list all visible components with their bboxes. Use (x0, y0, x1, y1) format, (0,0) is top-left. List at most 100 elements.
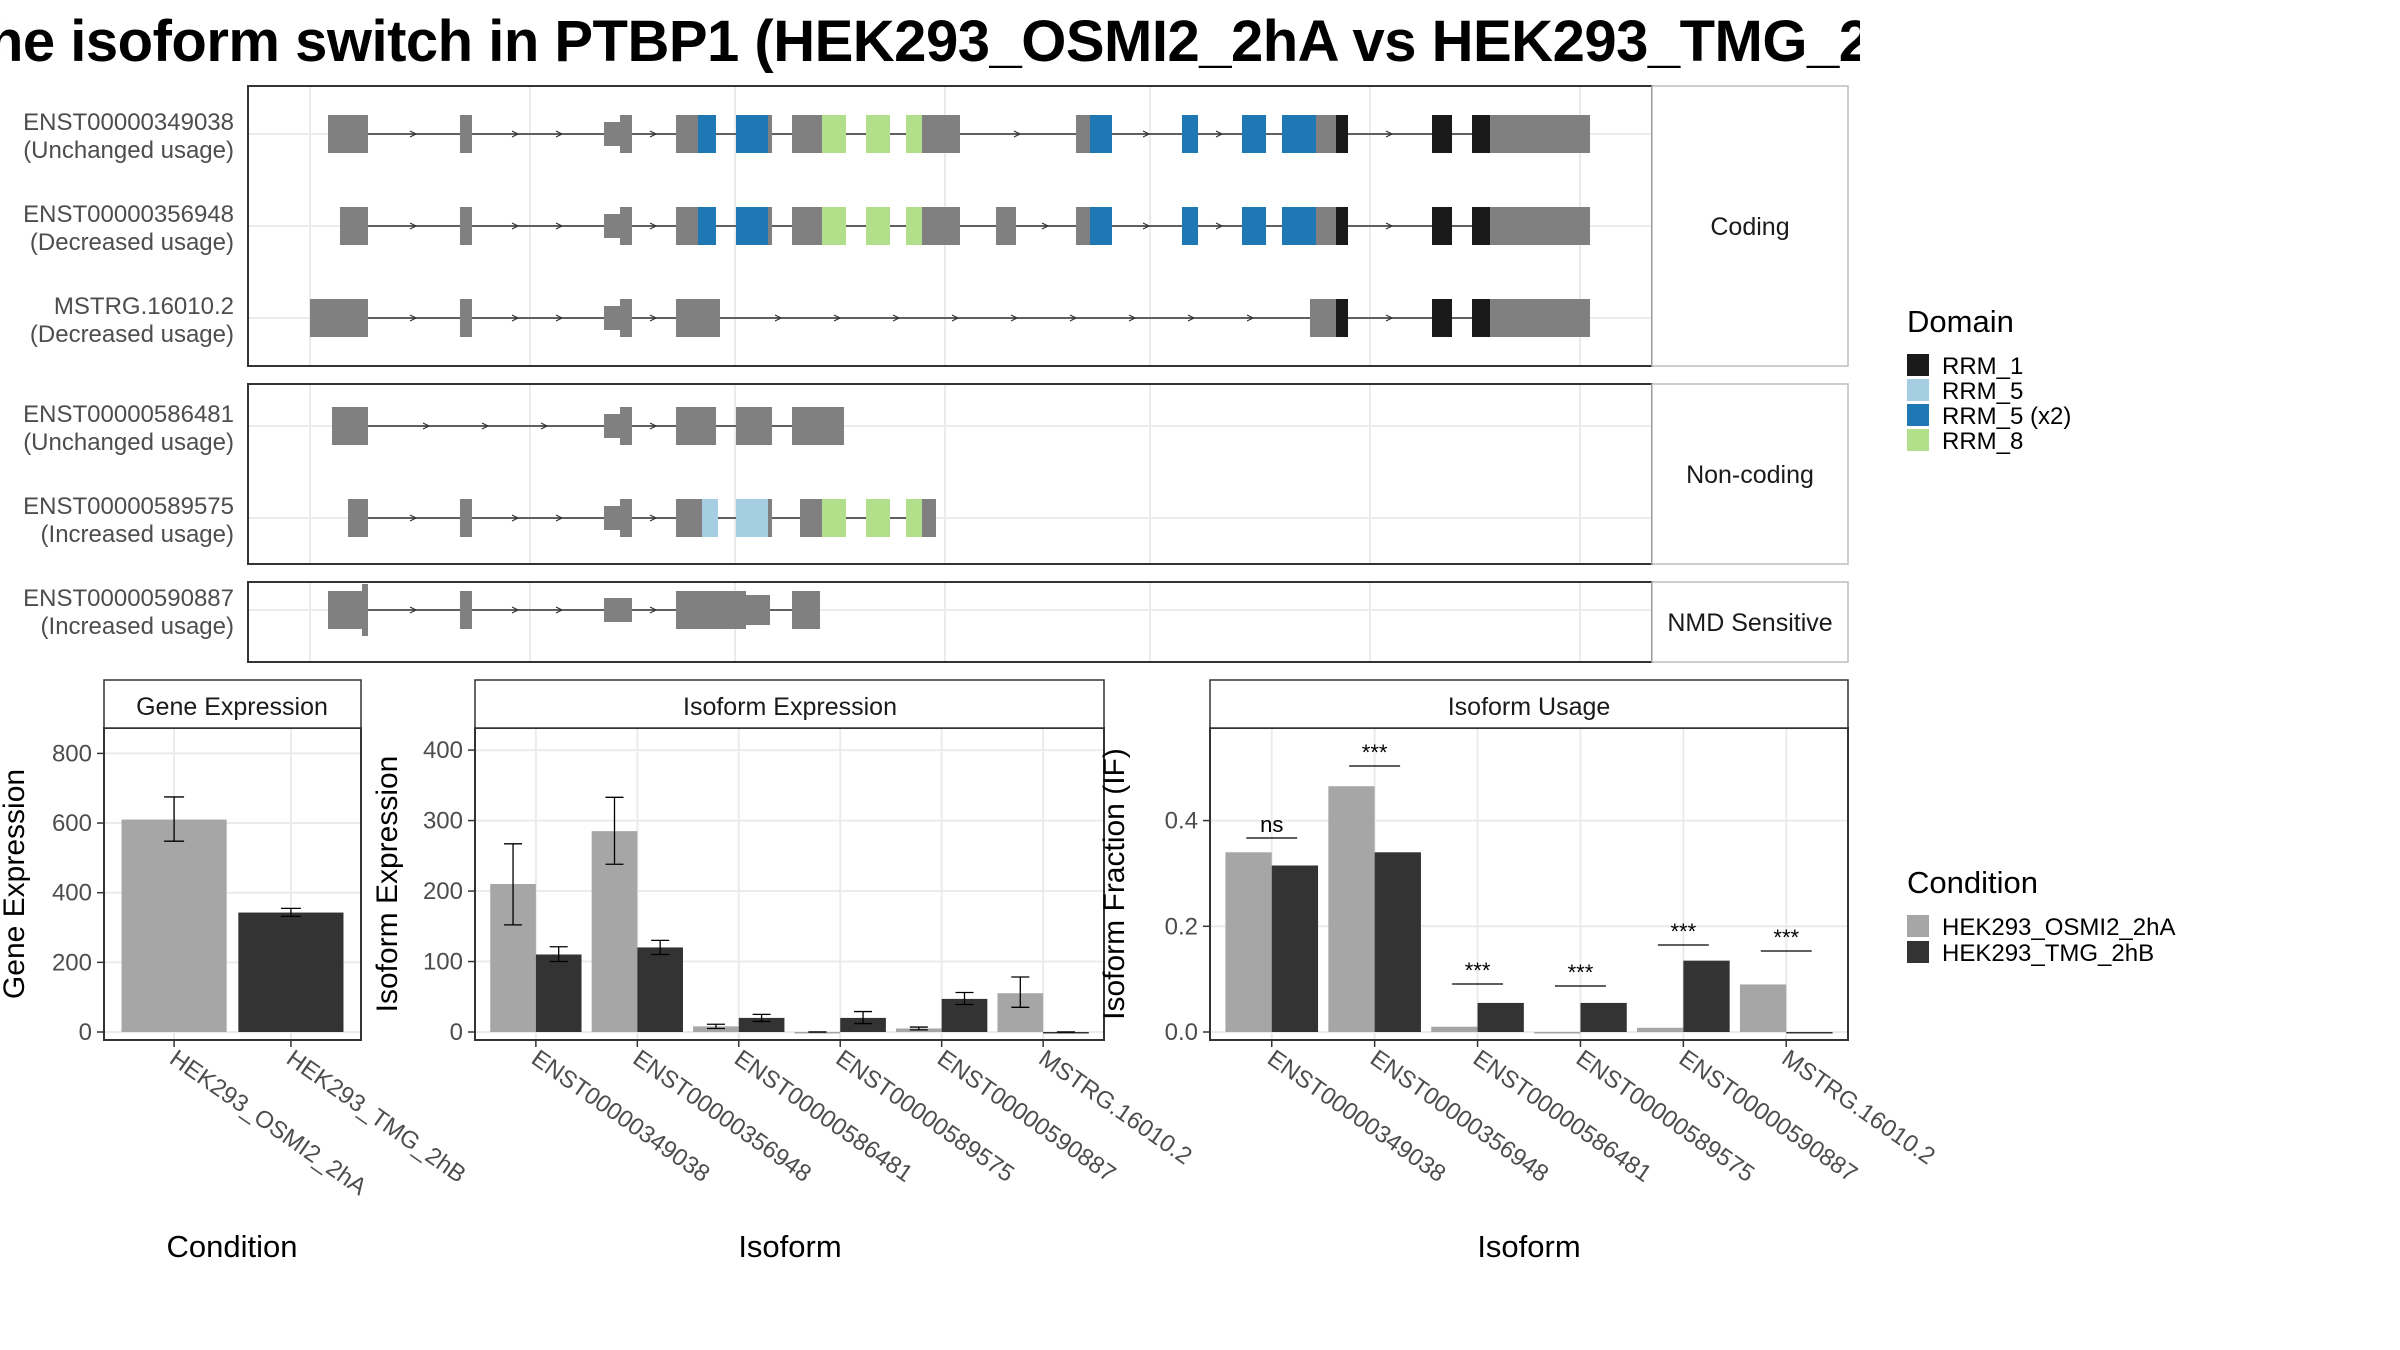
group-label: Coding (1710, 213, 1789, 241)
exon-block (1490, 115, 1502, 153)
exon-block (792, 115, 822, 153)
domain-legend-swatch (1907, 379, 1929, 401)
intron-direction-arrow (649, 514, 658, 522)
intron-direction-arrow (511, 514, 520, 522)
exon-block (620, 299, 632, 337)
exon-block (1336, 115, 1348, 153)
domain-legend-label: RRM_1 (1942, 353, 2023, 380)
group-strip (1651, 581, 1849, 663)
y-tick-label: 600 (52, 810, 92, 837)
intron-direction-arrow (892, 314, 901, 322)
exon-block (1336, 207, 1348, 245)
exon-block (1242, 115, 1266, 153)
intron-direction-arrow (409, 514, 418, 522)
intron-direction-arrow (649, 422, 658, 430)
intron-direction-arrow (649, 222, 658, 230)
intron-direction-arrow (409, 222, 418, 230)
exon-block (922, 499, 936, 537)
bar (794, 1032, 841, 1034)
intron-direction-arrow (555, 130, 564, 138)
y-tick-label: 0 (79, 1019, 92, 1046)
x-tick-label: ENST00000356948 (628, 1045, 816, 1188)
condition-legend-label: HEK293_OSMI2_2hA (1942, 914, 2175, 941)
chart-strip (103, 679, 362, 729)
exon-block (460, 299, 472, 337)
bar (1374, 852, 1421, 1032)
exon-block (736, 115, 768, 153)
y-tick-label: 300 (423, 808, 463, 835)
exon-block (996, 207, 1016, 245)
exon-block (866, 499, 890, 537)
exon-block (604, 214, 620, 238)
exon-block (1472, 299, 1490, 337)
intron-direction-arrow (774, 314, 783, 322)
exon-block (1502, 207, 1590, 245)
intron-direction-arrow (1128, 314, 1137, 322)
x-tick-label: ENST00000349038 (526, 1045, 714, 1188)
exon-block (328, 591, 362, 629)
exon-block (702, 499, 718, 537)
bar (1225, 852, 1272, 1032)
x-tick-label: ENST00000586481 (729, 1045, 917, 1188)
intron-direction-arrow (1246, 314, 1255, 322)
exon-block (460, 115, 472, 153)
y-axis-label: Gene Expression (0, 769, 31, 999)
exon-block (800, 499, 822, 537)
y-tick-label: 200 (52, 949, 92, 976)
figure-title: he isoform switch in PTBP1 (HEK293_OSMI2… (0, 9, 1860, 74)
exon-block (620, 115, 632, 153)
intron-direction-arrow (1215, 130, 1224, 138)
isoform-id-label: MSTRG.16010.2 (54, 293, 234, 320)
bar (1534, 1032, 1581, 1034)
intron-direction-arrow (511, 222, 520, 230)
expression-charts: 0200400600800HEK293_OSMI2_2hAHEK293_TMG_… (0, 679, 1940, 1264)
isoform-status-label: (Decreased usage) (30, 321, 234, 348)
exon-block (1502, 299, 1590, 337)
x-tick-label: ENST00000589575 (831, 1045, 1019, 1188)
exon-block (460, 499, 472, 537)
x-axis-label: Isoform (1477, 1229, 1580, 1264)
exon-block (348, 499, 368, 537)
exon-block (676, 407, 716, 445)
intron-direction-arrow (555, 222, 564, 230)
intron-direction-arrow (409, 606, 418, 614)
exon-block (1310, 299, 1336, 337)
significance-label: *** (1362, 740, 1388, 765)
exon-block (746, 595, 770, 625)
intron-direction-arrow (649, 606, 658, 614)
chart-panel-title: Gene Expression (136, 693, 328, 721)
intron-direction-arrow (1385, 130, 1394, 138)
exon-block (822, 207, 846, 245)
intron-direction-arrow (511, 130, 520, 138)
x-tick-label: ENST00000590887 (932, 1045, 1120, 1188)
structure-panel-bg (248, 582, 1652, 662)
bar (693, 1026, 739, 1032)
domain-legend-swatch (1907, 404, 1929, 426)
exon-block (1490, 299, 1502, 337)
x-tick-label: HEK293_OSMI2_2hA (165, 1045, 372, 1201)
isoform-status-label: (Increased usage) (41, 521, 234, 548)
exon-block (460, 591, 472, 629)
isoform-id-label: ENST00000589575 (23, 493, 234, 520)
y-tick-label: 800 (52, 740, 92, 767)
chart-panel-title: Isoform Expression (683, 693, 897, 721)
exon-block (328, 115, 368, 153)
exon-block (676, 115, 698, 153)
chart-strip (1209, 679, 1849, 729)
x-tick-label: ENST00000356948 (1365, 1045, 1553, 1188)
exon-block (922, 115, 960, 153)
isoform-id-label: ENST00000349038 (23, 109, 234, 136)
exon-block (332, 407, 368, 445)
exon-block (792, 207, 822, 245)
x-tick-label: ENST00000586481 (1468, 1045, 1656, 1188)
intron-direction-arrow (1069, 314, 1078, 322)
x-tick-label: ENST00000590887 (1674, 1045, 1862, 1188)
intron-direction-arrow (1142, 222, 1151, 230)
y-tick-label: 0.0 (1165, 1019, 1198, 1046)
bar (535, 954, 582, 1032)
intron-direction-arrow (1013, 130, 1022, 138)
condition-legend-label: HEK293_TMG_2hB (1942, 940, 2154, 967)
exon-block (310, 299, 368, 337)
exon-block (698, 207, 716, 245)
